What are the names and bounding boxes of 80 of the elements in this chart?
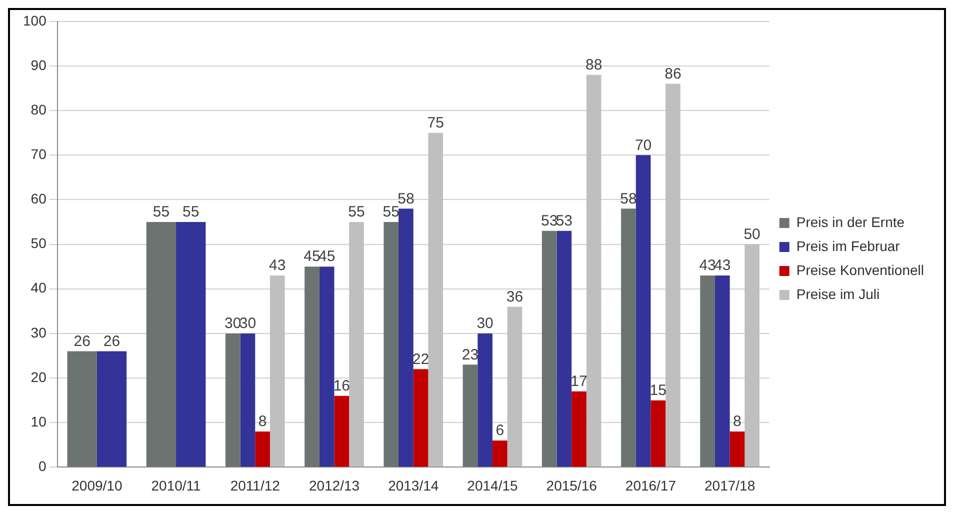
data-label: 17 bbox=[570, 373, 588, 390]
bar bbox=[730, 432, 745, 467]
bar bbox=[636, 155, 651, 467]
y-tick-label: 90 bbox=[30, 56, 47, 73]
data-label: 43 bbox=[714, 257, 731, 274]
x-tick-label: 2015/16 bbox=[546, 477, 598, 494]
legend-label: Preis in der Ernte bbox=[796, 214, 905, 230]
x-tick-label: 2012/13 bbox=[308, 477, 360, 494]
bar bbox=[700, 276, 715, 467]
y-tick-label: 30 bbox=[30, 324, 47, 340]
bar bbox=[384, 222, 399, 467]
x-tick-label: 2017/18 bbox=[704, 477, 756, 494]
bar bbox=[507, 306, 522, 467]
data-label: 55 bbox=[348, 204, 365, 221]
bar bbox=[556, 230, 572, 467]
data-label: 75 bbox=[427, 114, 444, 132]
bar bbox=[334, 396, 350, 467]
data-label: 6 bbox=[496, 422, 504, 440]
bar bbox=[270, 276, 285, 467]
bar bbox=[714, 276, 730, 467]
data-label: 55 bbox=[182, 204, 200, 221]
bar bbox=[621, 208, 636, 467]
bar bbox=[349, 222, 364, 467]
data-label: 53 bbox=[540, 212, 558, 230]
data-label: 86 bbox=[664, 65, 682, 82]
data-label: 43 bbox=[269, 257, 286, 274]
bar bbox=[492, 440, 508, 467]
data-label: 30 bbox=[239, 315, 256, 332]
y-tick-label: 100 bbox=[23, 12, 47, 28]
bar bbox=[572, 391, 586, 467]
data-label: 36 bbox=[506, 288, 524, 306]
bar bbox=[255, 432, 270, 467]
bar bbox=[542, 230, 557, 467]
y-tick-label: 10 bbox=[30, 413, 47, 430]
x-tick-label: 2016/17 bbox=[625, 477, 676, 494]
x-tick-label: 2011/12 bbox=[230, 477, 280, 494]
data-label: 70 bbox=[634, 136, 652, 154]
data-label: 30 bbox=[224, 315, 242, 332]
data-label: 16 bbox=[333, 378, 350, 395]
y-tick-label: 70 bbox=[30, 146, 47, 162]
bar bbox=[462, 364, 478, 467]
bar bbox=[428, 132, 444, 467]
y-tick-label: 50 bbox=[30, 235, 47, 252]
bar bbox=[398, 208, 414, 467]
data-label: 43 bbox=[699, 257, 716, 274]
x-tick-label: 2013/14 bbox=[388, 477, 439, 494]
y-tick-label: 40 bbox=[30, 280, 47, 296]
bar bbox=[225, 333, 240, 467]
data-label: 30 bbox=[476, 315, 494, 332]
bar bbox=[744, 244, 760, 467]
data-label: 88 bbox=[585, 56, 602, 74]
data-label: 45 bbox=[318, 248, 336, 266]
bar bbox=[586, 74, 602, 467]
y-tick-label: 80 bbox=[30, 101, 47, 118]
legend-label: Preise Konventionell bbox=[796, 262, 924, 278]
bar bbox=[304, 266, 320, 467]
bar bbox=[240, 333, 256, 467]
data-label: 26 bbox=[103, 332, 120, 350]
data-label: 58 bbox=[398, 190, 414, 208]
x-tick-label: 2010/11 bbox=[151, 477, 202, 494]
data-label: 50 bbox=[744, 226, 760, 243]
data-label: 8 bbox=[258, 413, 267, 430]
legend-label: Preise im Juli bbox=[796, 286, 880, 302]
data-label: 55 bbox=[152, 204, 170, 221]
bar bbox=[666, 84, 680, 467]
data-label: 15 bbox=[650, 382, 666, 399]
bar bbox=[413, 369, 428, 467]
y-tick-label: 20 bbox=[30, 368, 47, 385]
bar bbox=[319, 266, 334, 467]
x-tick-label: 2014/15 bbox=[467, 477, 518, 494]
legend-label: Preis im Februar bbox=[796, 238, 900, 254]
y-tick-label: 0 bbox=[38, 458, 47, 474]
data-label: 45 bbox=[304, 248, 320, 266]
data-label: 8 bbox=[733, 413, 742, 430]
y-tick-label: 60 bbox=[30, 190, 47, 207]
data-label: 26 bbox=[74, 332, 90, 350]
data-label: 53 bbox=[556, 212, 573, 230]
bar bbox=[650, 400, 666, 467]
bar bbox=[478, 333, 492, 467]
x-tick-label: 2009/10 bbox=[72, 477, 122, 494]
